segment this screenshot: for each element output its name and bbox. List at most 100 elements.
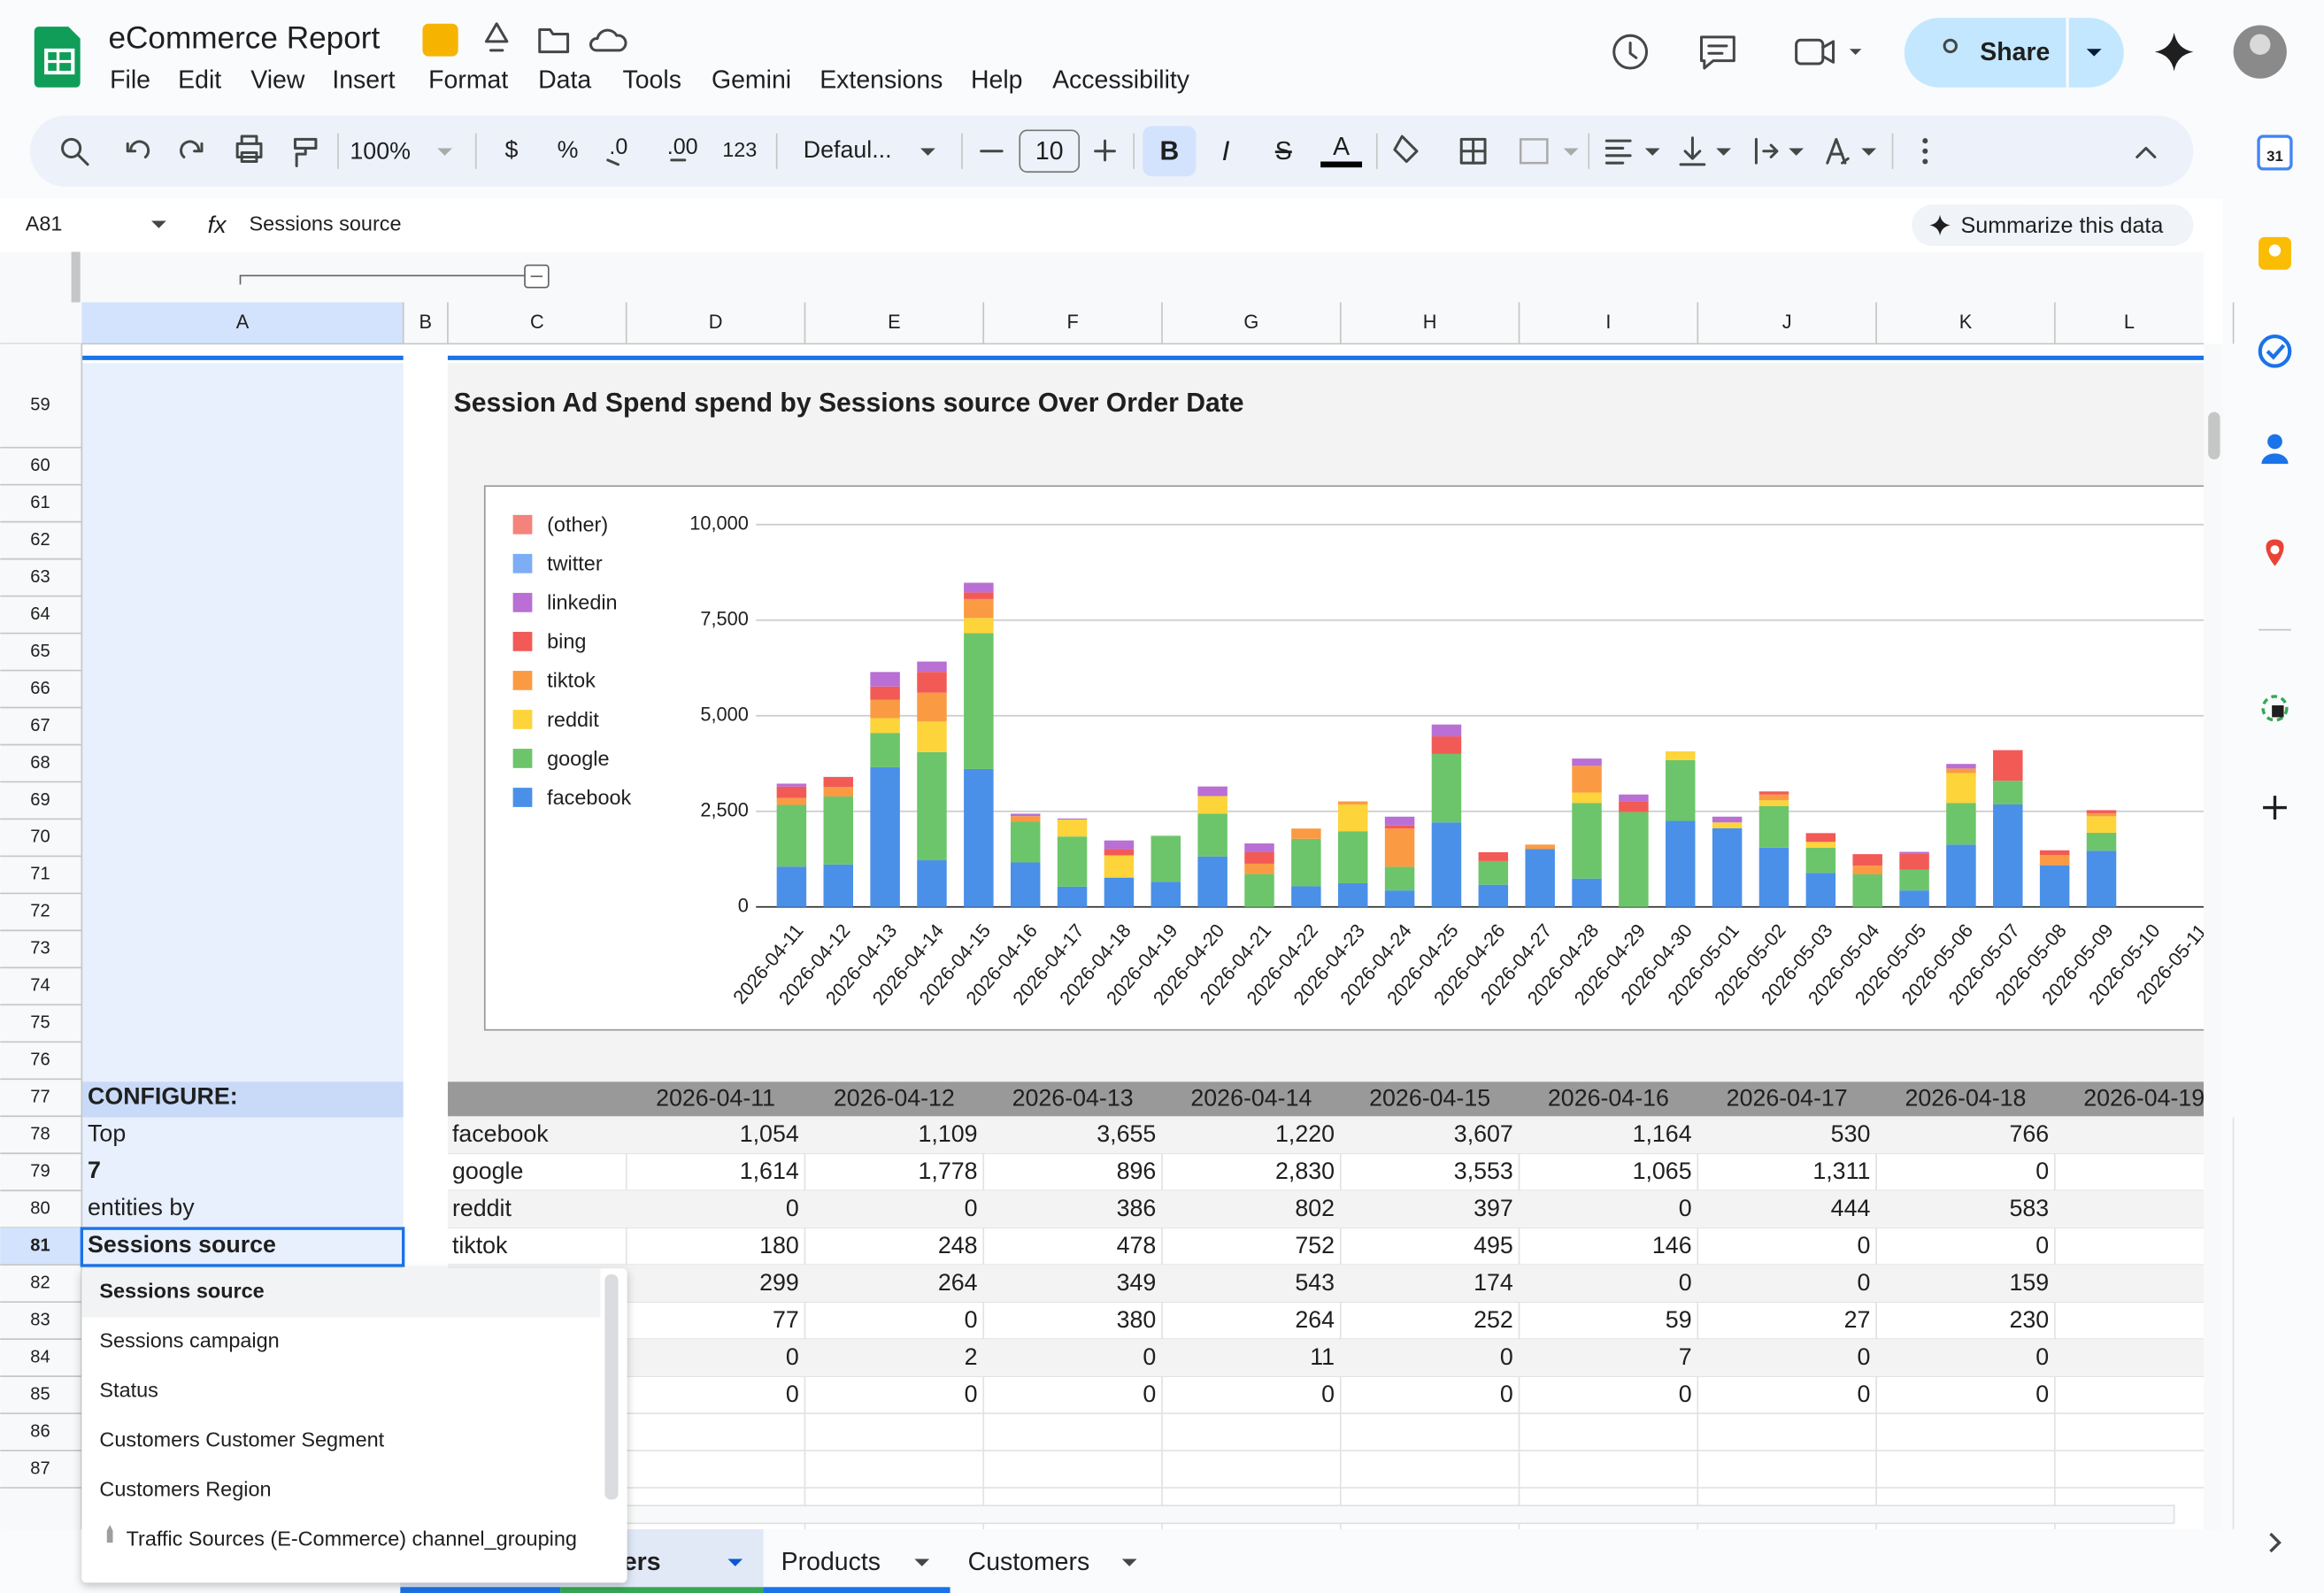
table-row-label: google [452, 1158, 523, 1184]
sheet-tab-arrow[interactable] [727, 1558, 743, 1566]
table-cell: 0 [2035, 1343, 2049, 1370]
table-cell: 0 [786, 1381, 799, 1407]
svg-text:S: S [1275, 137, 1292, 165]
doc-title[interactable]: eCommerce Report [108, 20, 380, 55]
bar-segment [1899, 853, 1929, 870]
bar-segment [870, 718, 900, 734]
legend-label: reddit [547, 708, 599, 731]
bar-segment [2086, 850, 2117, 907]
dropdown-item[interactable]: Sessions source [99, 1279, 264, 1302]
col-a-top-border [81, 355, 404, 360]
formula[interactable]: Sessions source [250, 212, 402, 235]
active-cell[interactable] [80, 1227, 405, 1267]
table-cell: 0 [2035, 1232, 2049, 1258]
config-cell[interactable]: Sessions source [88, 1231, 276, 1258]
column-header: G [1243, 311, 1258, 333]
dropdown-item[interactable]: Sessions campaign [99, 1328, 279, 1351]
sheet-tab[interactable]: Products [781, 1548, 881, 1576]
sheets-logo[interactable] [34, 27, 81, 88]
side-panel-icons[interactable]: 31 [2257, 135, 2293, 1553]
table-cell: 896 [1117, 1158, 1157, 1184]
bar-segment [1337, 831, 1368, 883]
bar-segment [2039, 850, 2070, 855]
sheet-tab-arrow[interactable] [914, 1558, 930, 1566]
menu-item[interactable]: Help [971, 66, 1023, 95]
summarize-button[interactable] [1912, 204, 2194, 246]
bar-segment [1758, 847, 1789, 907]
menu-item[interactable]: Data [538, 66, 591, 95]
bar-segment [1104, 849, 1135, 856]
percent-format[interactable]: % [558, 136, 579, 163]
table-header-bg [447, 1081, 2205, 1118]
table-cell: 0 [1679, 1195, 1692, 1221]
config-cell: Top [88, 1120, 126, 1146]
dropdown-item[interactable]: Status [99, 1378, 158, 1401]
legend-swatch [512, 631, 533, 651]
title-icons[interactable] [422, 22, 627, 57]
bar-segment [1244, 851, 1274, 864]
config-cells: CONFIGURE: Top 7 entities by Sessions source [88, 1082, 276, 1258]
bar-segment [1384, 828, 1415, 867]
table-header: 2026-04-17 [1727, 1084, 1848, 1111]
row-header: 82 [30, 1273, 50, 1292]
share-arrow[interactable] [2086, 49, 2102, 57]
bar-segment [1478, 851, 1509, 861]
zoom[interactable]: 100% [350, 138, 411, 165]
chart-frame [483, 485, 2212, 1031]
bar-segment [964, 768, 994, 907]
font-family[interactable]: Defaul... [804, 136, 892, 163]
menu-item[interactable]: Gemini [712, 66, 791, 95]
bar-segment [870, 699, 900, 719]
menu-item[interactable]: Extensions [820, 66, 943, 95]
menu-item[interactable]: View [250, 66, 305, 95]
bar-segment [870, 672, 900, 687]
v-scroll-thumb[interactable] [2208, 412, 2220, 460]
bar-segment [1758, 805, 1789, 848]
h-scrollbar [621, 1504, 2175, 1525]
legend-label: (other) [547, 513, 608, 536]
menu-item[interactable]: Accessibility [1052, 66, 1190, 95]
bar-segment [1993, 750, 2023, 781]
bar-segment [2086, 832, 2117, 851]
decrease-decimal[interactable]: .0 [609, 135, 627, 159]
name-box[interactable]: A81 [26, 212, 63, 235]
share-label[interactable]: Share [1980, 38, 2050, 66]
dropdown-item[interactable]: Customers Customer Segment [99, 1428, 384, 1451]
bar-segment [1384, 890, 1415, 907]
menu-item[interactable]: Format [428, 66, 508, 95]
currency-format[interactable]: $ [504, 136, 518, 163]
header-icons[interactable] [1612, 34, 1862, 70]
config-cell: entities by [88, 1194, 195, 1220]
summarize-label[interactable]: Summarize this data [1961, 213, 2164, 238]
v-scrollbar [2204, 343, 2223, 1530]
increase-decimal[interactable]: .00 [667, 135, 698, 159]
table-cell: 1,054 [740, 1120, 799, 1147]
menu-item[interactable]: File [110, 66, 150, 95]
font-size[interactable]: 10 [1035, 137, 1064, 165]
toolbar-icons[interactable]: B I S A [61, 126, 2157, 177]
row-header: 62 [30, 530, 50, 550]
name-box-arrow[interactable] [151, 220, 166, 228]
menu-item[interactable]: Tools [623, 66, 681, 95]
bar-segment [1572, 878, 1602, 907]
table-cell: 174 [1474, 1269, 1513, 1296]
bar-segment [870, 766, 900, 907]
bar-segment [2039, 865, 2070, 907]
tab-color [400, 1587, 561, 1593]
table-cell: 752 [1295, 1232, 1335, 1258]
sheet-tab-arrow[interactable] [1121, 1558, 1137, 1566]
table-cell: 0 [1500, 1343, 1513, 1370]
dropdown-item[interactable]: Traffic Sources (E-Commerce) channel_gro… [127, 1528, 577, 1551]
dropdown-item[interactable]: Customers Region [99, 1478, 271, 1501]
menu-item[interactable]: Edit [178, 66, 221, 95]
bar-segment [1572, 758, 1602, 766]
gemini-icon[interactable] [2154, 32, 2194, 72]
column-header: H [1423, 311, 1437, 333]
sheet-tab[interactable]: Customers [968, 1548, 1090, 1576]
menu-item[interactable]: Insert [332, 66, 395, 95]
number-format[interactable]: 123 [722, 138, 757, 161]
bar-segment [1197, 796, 1227, 814]
formula-bar [0, 198, 2223, 252]
